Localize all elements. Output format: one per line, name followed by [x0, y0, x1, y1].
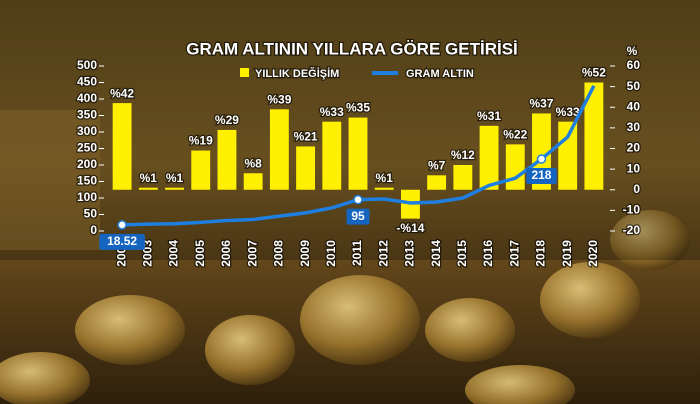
bar [165, 187, 184, 190]
y2-tick-label: -20 [623, 223, 641, 237]
value-label: %7 [428, 158, 446, 172]
value-label: %33 [320, 105, 344, 119]
x-tick-label: 2020 [586, 240, 600, 267]
value-label: %8 [244, 156, 262, 170]
x-tick-label: 2008 [272, 240, 286, 267]
value-label: %37 [529, 97, 553, 111]
value-label: %35 [346, 101, 370, 115]
point [117, 220, 127, 230]
y2-axis-label: % [627, 44, 638, 58]
bar [427, 175, 447, 190]
y2-tick-label: 30 [627, 120, 641, 134]
y2-tick-label: -10 [623, 203, 641, 217]
x-tick-label: 2017 [507, 240, 521, 267]
legend-label: GRAM ALTIN [406, 68, 474, 80]
x-tick-label: 2007 [245, 240, 259, 267]
x-tick-label: 2016 [481, 240, 495, 267]
value-label: %31 [477, 109, 501, 123]
y-tick-label: 350 [77, 108, 97, 122]
bar [453, 165, 473, 190]
value-label: %12 [451, 148, 475, 162]
point-label-text: 218 [531, 168, 551, 182]
bar [296, 146, 316, 190]
point [353, 194, 363, 205]
bar [269, 109, 289, 190]
y-tick-label: 200 [77, 157, 97, 171]
y-tick-label: 500 [77, 58, 97, 72]
x-tick-label: 2004 [167, 240, 181, 267]
point-label: 218 [526, 168, 557, 185]
point-label: 18.52 [99, 233, 145, 250]
bar [584, 82, 604, 190]
bar [348, 117, 368, 190]
bar [505, 144, 525, 190]
value-label: %1 [376, 171, 394, 185]
bar [243, 173, 263, 190]
x-tick-label: 2009 [298, 240, 312, 267]
bar [191, 150, 211, 190]
bar [112, 103, 132, 190]
y2-tick-label: 10 [627, 161, 641, 175]
x-tick-label: 2005 [193, 240, 207, 267]
nuggets [0, 110, 690, 404]
y2-tick-label: 40 [627, 99, 641, 113]
point-label-text: 18.52 [107, 234, 137, 248]
bar [374, 187, 394, 190]
x-tick-label: 2012 [376, 240, 390, 267]
value-label: %21 [294, 130, 318, 144]
y-tick-label: 400 [77, 91, 97, 105]
x-tick-label: 2018 [534, 240, 548, 267]
y2-tick-label: 20 [627, 141, 641, 155]
x-tick-label: 2010 [324, 240, 338, 267]
legend-label: YILLIK DEĞİŞİM [255, 67, 339, 80]
point-label-box [99, 233, 145, 250]
bar [479, 125, 499, 190]
value-label: %52 [582, 66, 606, 80]
point [536, 154, 547, 164]
point-label: 95 [346, 208, 370, 225]
y-tick-label: 250 [77, 141, 97, 155]
legend-swatch [240, 68, 249, 77]
value-label: %29 [215, 113, 239, 127]
value-label: %22 [503, 128, 527, 142]
y-tick-label: 100 [77, 190, 97, 204]
y2-tick-label: 60 [627, 58, 641, 72]
value-label: %33 [556, 105, 580, 119]
y-tick-label: 50 [84, 207, 98, 221]
bar [217, 129, 237, 190]
bar [558, 121, 578, 190]
value-label: %1 [166, 171, 184, 185]
value-label: %42 [110, 86, 134, 100]
x-tick-label: 2013 [403, 240, 417, 267]
x-tick-label: 2019 [560, 240, 574, 267]
point-label-box [346, 208, 370, 225]
y-tick-label: 300 [77, 124, 97, 138]
bar [138, 187, 158, 190]
x-tick-label: 2006 [219, 240, 233, 267]
y-tick-label: 0 [90, 223, 97, 237]
bar [322, 121, 342, 190]
y-tick-label: 150 [77, 174, 97, 188]
value-label: %39 [267, 92, 291, 106]
value-label: -%14 [396, 221, 424, 235]
y2-tick-label: 50 [627, 79, 641, 93]
x-tick-label: 2011 [350, 240, 364, 266]
point-label-text: 95 [351, 209, 365, 223]
point-label-box [526, 168, 557, 185]
chart-title: GRAM ALTININ YILLARA GÖRE GETİRİSİ [186, 39, 518, 58]
y-tick-label: 450 [77, 75, 97, 89]
value-label: %1 [140, 171, 158, 185]
y2-tick-label: 0 [633, 182, 640, 196]
value-label: %19 [189, 134, 213, 148]
x-tick-label: 2015 [455, 240, 469, 267]
x-tick-label: 2014 [429, 240, 443, 267]
